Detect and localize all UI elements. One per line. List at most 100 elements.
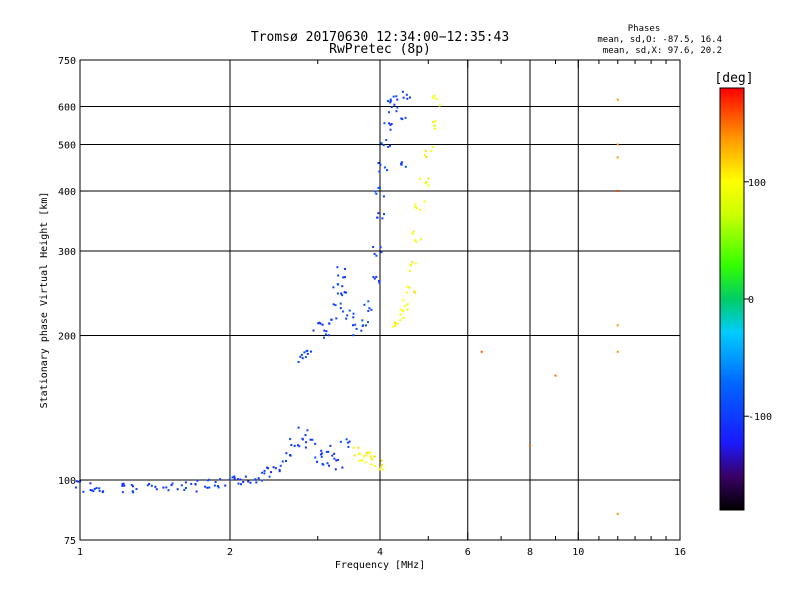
data-point [419, 177, 422, 180]
data-point [165, 486, 168, 489]
data-point [132, 485, 134, 488]
data-point [297, 361, 300, 363]
data-point [400, 163, 403, 166]
data-point [342, 276, 345, 279]
data-point [206, 486, 209, 489]
data-point [360, 459, 363, 462]
data-point [372, 246, 375, 248]
data-point [387, 146, 390, 148]
data-point [378, 170, 381, 173]
data-point [408, 286, 411, 289]
data-point [386, 169, 389, 172]
data-point [90, 489, 93, 492]
data-point [382, 195, 385, 198]
data-point [190, 482, 193, 485]
data-point [320, 449, 323, 452]
data-point [432, 96, 435, 98]
data-point [355, 327, 358, 330]
data-point [323, 329, 326, 332]
data-point [304, 446, 307, 449]
data-point [334, 468, 337, 471]
data-point [176, 488, 179, 491]
data-point [343, 291, 346, 294]
data-point [122, 482, 125, 485]
data-point [378, 280, 381, 282]
data-point [321, 323, 324, 326]
data-point [123, 484, 126, 487]
data-point [146, 484, 149, 487]
data-point [249, 481, 252, 484]
data-point [427, 177, 430, 180]
data-point [121, 483, 124, 486]
data-point [204, 485, 207, 488]
data-point [430, 150, 433, 153]
data-point [381, 217, 384, 220]
data-point [327, 334, 330, 337]
data-point [374, 190, 377, 193]
data-point [331, 454, 334, 457]
data-point [185, 487, 187, 489]
data-point [348, 440, 351, 443]
chart-title: Tromsø 20170630 12:34:00−12:35:43 [251, 30, 509, 45]
data-point [406, 303, 409, 306]
data-point [337, 458, 339, 461]
colorbar [719, 87, 745, 511]
data-point [425, 156, 428, 158]
data-point [297, 426, 300, 429]
data-point [121, 491, 124, 494]
data-point [300, 353, 303, 356]
data-point [419, 238, 422, 241]
data-point [363, 455, 366, 458]
y-tick-label: 300 [58, 247, 76, 258]
data-point [319, 322, 322, 325]
x-tick-label: 1 [77, 547, 83, 558]
data-point [427, 184, 430, 187]
data-point [424, 154, 426, 157]
data-point [82, 490, 85, 493]
data-point [336, 292, 339, 295]
data-point [319, 453, 322, 456]
data-point [423, 200, 426, 203]
data-point [406, 308, 409, 311]
data-point [402, 309, 405, 312]
data-point [616, 350, 619, 353]
data-point [616, 143, 619, 146]
data-point [360, 329, 363, 332]
y-tick-label: 200 [58, 332, 76, 343]
data-point [309, 438, 312, 441]
data-point [341, 294, 344, 297]
y-tick-label: 600 [58, 103, 76, 114]
y-tick-label: 75 [64, 536, 76, 547]
data-point [334, 304, 337, 307]
data-point [389, 128, 392, 131]
data-point [281, 460, 284, 463]
data-point [196, 479, 199, 482]
data-point [358, 460, 361, 463]
data-point [298, 445, 301, 448]
data-point [254, 478, 257, 481]
data-point [290, 444, 293, 446]
data-point [387, 100, 389, 103]
data-point [162, 486, 165, 489]
data-point [396, 106, 399, 109]
data-point [373, 252, 376, 255]
data-point [616, 512, 619, 515]
data-point [339, 440, 342, 443]
data-point [321, 452, 324, 455]
data-point [263, 472, 266, 475]
data-point [317, 322, 320, 325]
data-point [353, 454, 356, 457]
data-point [233, 475, 236, 478]
x-axis-label: Frequency [MHz] [335, 560, 425, 571]
data-point [237, 482, 240, 485]
data-point [393, 103, 396, 106]
stats-line-x: mean, sd,X: 97.6, 20.2 [603, 46, 722, 56]
data-point [216, 485, 219, 487]
data-point [121, 484, 124, 487]
x-tick-label: 2 [227, 547, 233, 558]
data-point [382, 468, 385, 471]
data-point [310, 350, 312, 353]
data-point [388, 111, 390, 114]
stats-heading: Phases [628, 24, 661, 34]
data-point [415, 240, 418, 243]
